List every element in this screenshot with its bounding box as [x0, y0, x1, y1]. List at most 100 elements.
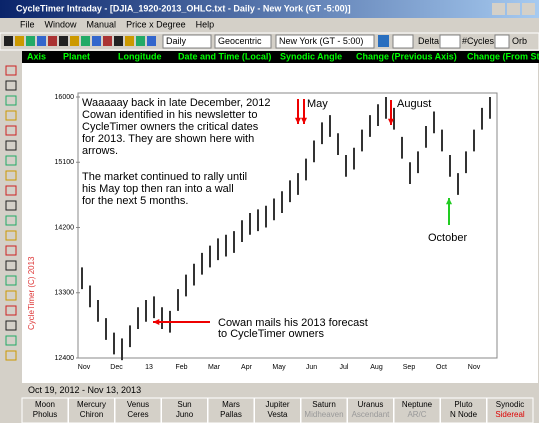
side-tool[interactable]: [5, 230, 17, 241]
minimize-button[interactable]: [492, 3, 505, 15]
side-tool[interactable]: [5, 200, 17, 211]
x-tick-label: May: [272, 364, 286, 371]
coordinate: Geocentric: [218, 36, 262, 46]
planet-button[interactable]: [21, 397, 69, 423]
side-tool[interactable]: [5, 155, 17, 166]
side-tool[interactable]: [5, 350, 17, 361]
planet-label: Midheaven: [304, 410, 343, 419]
side-tool[interactable]: [5, 335, 17, 346]
y-tick-label: 14200: [55, 224, 75, 231]
annotation: Cowan identified in his newsletter to: [82, 109, 257, 121]
menu-item[interactable]: File: [20, 19, 35, 29]
timezone-select[interactable]: [275, 34, 375, 49]
tool-icon[interactable]: [103, 36, 112, 46]
side-tool[interactable]: [5, 95, 17, 106]
plot-frame: [77, 92, 498, 359]
column-label: Date and Time (Local): [178, 51, 271, 61]
tool-icon[interactable]: [114, 36, 123, 46]
planet-button[interactable]: [393, 397, 441, 423]
side-tool[interactable]: [5, 185, 17, 196]
maximize-button[interactable]: [507, 3, 520, 15]
x-tick-label: Sep: [403, 364, 416, 371]
x-tick-label: 13: [145, 364, 153, 371]
timeframe-select[interactable]: [162, 34, 212, 49]
annotation: arrows.: [82, 145, 118, 157]
timezone: New York (GT - 5:00): [279, 36, 363, 46]
planet-label: Pallas: [220, 410, 242, 419]
side-tool[interactable]: [5, 320, 17, 331]
planet-label: Vesta: [267, 410, 288, 419]
annotation: The market continued to rally until: [82, 171, 247, 183]
side-tool[interactable]: [5, 170, 17, 181]
delta-input[interactable]: [392, 34, 414, 49]
side-tool[interactable]: [5, 275, 17, 286]
tool-icon[interactable]: [125, 36, 134, 46]
tool-icon[interactable]: [136, 36, 145, 46]
menu-item[interactable]: Window: [45, 19, 78, 29]
planet-label: Juno: [176, 410, 194, 419]
tool-icon[interactable]: [4, 36, 13, 46]
tool-icon[interactable]: [81, 36, 90, 46]
side-tool[interactable]: [5, 140, 17, 151]
menu-item[interactable]: Price x Degree: [126, 19, 186, 29]
y-tick-label: 15100: [55, 159, 75, 166]
x-tick-label: Nov: [78, 364, 91, 371]
side-tool[interactable]: [5, 215, 17, 226]
planet-label: Sidereal: [495, 410, 525, 419]
tool-icon[interactable]: [70, 36, 79, 46]
tool-icon[interactable]: [59, 36, 68, 46]
close-button[interactable]: [522, 3, 535, 15]
tool-icon[interactable]: [147, 36, 156, 46]
orb-input[interactable]: [494, 34, 510, 49]
planet-button[interactable]: [347, 397, 394, 423]
planet-label: Uranus: [358, 400, 384, 409]
tool-icon[interactable]: [15, 36, 24, 46]
tool-icon[interactable]: [48, 36, 57, 46]
calc-icon[interactable]: [378, 35, 389, 47]
annotation: Cowan mails his 2013 forecast: [218, 317, 368, 329]
annotation: August: [397, 98, 431, 110]
planet-label: Saturn: [312, 400, 336, 409]
window-title: CycleTimer Intraday - [DJIA_1920-2013_OH…: [16, 3, 351, 13]
side-tool[interactable]: [5, 260, 17, 271]
date-range: Oct 19, 2012 - Nov 13, 2013: [28, 385, 141, 395]
planet-button[interactable]: [114, 397, 162, 423]
side-text: CycleTimer (C) 2013: [27, 256, 36, 330]
column-header: [22, 51, 539, 63]
side-tool[interactable]: [5, 125, 17, 136]
x-tick-label: Oct: [436, 364, 447, 371]
menu-item[interactable]: Manual: [87, 19, 117, 29]
planet-button[interactable]: [68, 397, 115, 423]
tool-icon[interactable]: [92, 36, 101, 46]
coordinate-select[interactable]: [214, 34, 272, 49]
column-label: Planet: [63, 51, 90, 61]
menu-item[interactable]: Help: [196, 19, 215, 29]
planet-label: Synodic: [496, 400, 524, 409]
column-label: Synodic Angle: [280, 51, 342, 61]
column-label: Change (From Sta: [467, 51, 539, 61]
timeframe: Daily: [166, 36, 187, 46]
range-bar: [22, 383, 539, 398]
cycles-label: #Cycles: [462, 36, 495, 46]
tool-icon[interactable]: [37, 36, 46, 46]
side-tool[interactable]: [5, 245, 17, 256]
cycles-input[interactable]: [439, 34, 461, 49]
tool-icon[interactable]: [26, 36, 35, 46]
side-tool[interactable]: [5, 290, 17, 301]
delta-label: Delta: [418, 36, 439, 46]
planet-button[interactable]: [486, 397, 534, 423]
x-tick-label: Mar: [208, 364, 221, 371]
side-tool[interactable]: [5, 305, 17, 316]
planet-label: Pluto: [454, 400, 473, 409]
annotation: May: [307, 98, 328, 110]
side-tool[interactable]: [5, 65, 17, 76]
x-tick-label: Nov: [468, 364, 481, 371]
side-tool[interactable]: [5, 80, 17, 91]
column-label: Change (Previous Axis): [356, 51, 457, 61]
y-tick-label: 16000: [55, 94, 75, 101]
planet-label: Ceres: [127, 410, 148, 419]
planet-label: Neptune: [402, 400, 433, 409]
side-tool[interactable]: [5, 110, 17, 121]
planet-button[interactable]: [300, 397, 348, 423]
